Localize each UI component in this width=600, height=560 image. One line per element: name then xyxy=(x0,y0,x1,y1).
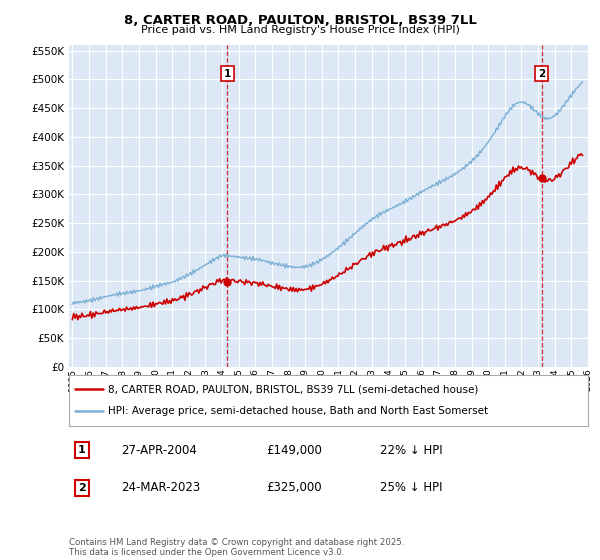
Text: £149,000: £149,000 xyxy=(266,444,322,456)
Text: 8, CARTER ROAD, PAULTON, BRISTOL, BS39 7LL (semi-detached house): 8, CARTER ROAD, PAULTON, BRISTOL, BS39 7… xyxy=(108,384,478,394)
Text: Contains HM Land Registry data © Crown copyright and database right 2025.
This d: Contains HM Land Registry data © Crown c… xyxy=(69,538,404,557)
Text: 27-APR-2004: 27-APR-2004 xyxy=(121,444,197,456)
Text: 25% ↓ HPI: 25% ↓ HPI xyxy=(380,482,443,494)
Text: Price paid vs. HM Land Registry's House Price Index (HPI): Price paid vs. HM Land Registry's House … xyxy=(140,25,460,35)
Text: 1: 1 xyxy=(78,445,86,455)
Text: 8, CARTER ROAD, PAULTON, BRISTOL, BS39 7LL: 8, CARTER ROAD, PAULTON, BRISTOL, BS39 7… xyxy=(124,14,476,27)
Text: 2: 2 xyxy=(78,483,86,493)
Text: £325,000: £325,000 xyxy=(266,482,322,494)
Text: 22% ↓ HPI: 22% ↓ HPI xyxy=(380,444,443,456)
Text: HPI: Average price, semi-detached house, Bath and North East Somerset: HPI: Average price, semi-detached house,… xyxy=(108,407,488,417)
Text: 24-MAR-2023: 24-MAR-2023 xyxy=(121,482,200,494)
Text: 2: 2 xyxy=(538,68,545,78)
Text: 1: 1 xyxy=(224,68,231,78)
